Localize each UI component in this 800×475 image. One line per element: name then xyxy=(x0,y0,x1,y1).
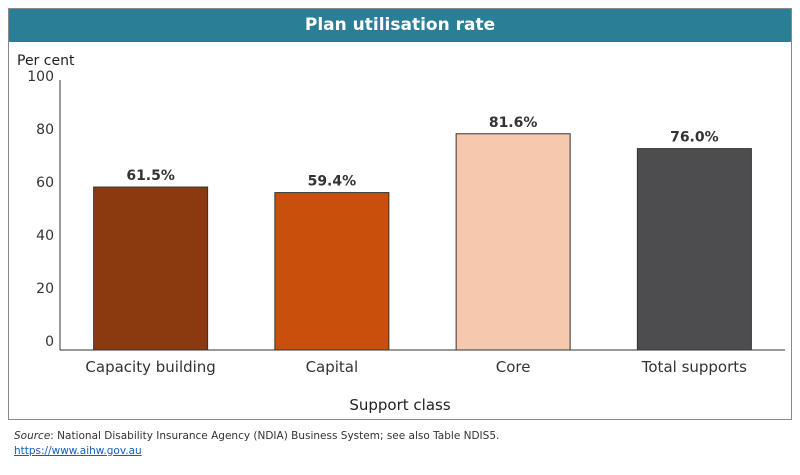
x-tick-label: Capital xyxy=(306,358,359,376)
x-tick-label: Total supports xyxy=(641,358,747,376)
bar xyxy=(455,133,571,351)
x-axis-label: Support class xyxy=(349,396,451,414)
bar-value-label: 59.4% xyxy=(308,174,357,190)
bar xyxy=(636,148,752,351)
y-tick-label: 40 xyxy=(36,228,54,244)
x-tick-label: Core xyxy=(496,358,531,376)
y-tick-label: 100 xyxy=(27,69,54,85)
bar-value-label: 81.6% xyxy=(489,115,538,131)
x-tick-label: Capacity building xyxy=(85,358,215,376)
y-axis-label: Per cent xyxy=(17,53,75,69)
source-label: Source xyxy=(14,430,51,442)
y-tick-label: 20 xyxy=(36,281,54,297)
bar-value-label: 61.5% xyxy=(126,168,175,184)
source-note: Source: National Disability Insurance Ag… xyxy=(14,430,499,442)
bar xyxy=(274,192,390,351)
chart-title: Plan utilisation rate xyxy=(9,9,791,42)
source-text: : National Disability Insurance Agency (… xyxy=(50,430,500,442)
y-tick-label: 60 xyxy=(36,175,54,191)
y-tick-label: 0 xyxy=(45,334,54,350)
y-tick-label: 80 xyxy=(36,122,54,138)
bar xyxy=(93,186,209,351)
bar-value-label: 76.0% xyxy=(670,130,719,146)
source-link[interactable]: https://www.aihw.gov.au xyxy=(14,445,142,457)
